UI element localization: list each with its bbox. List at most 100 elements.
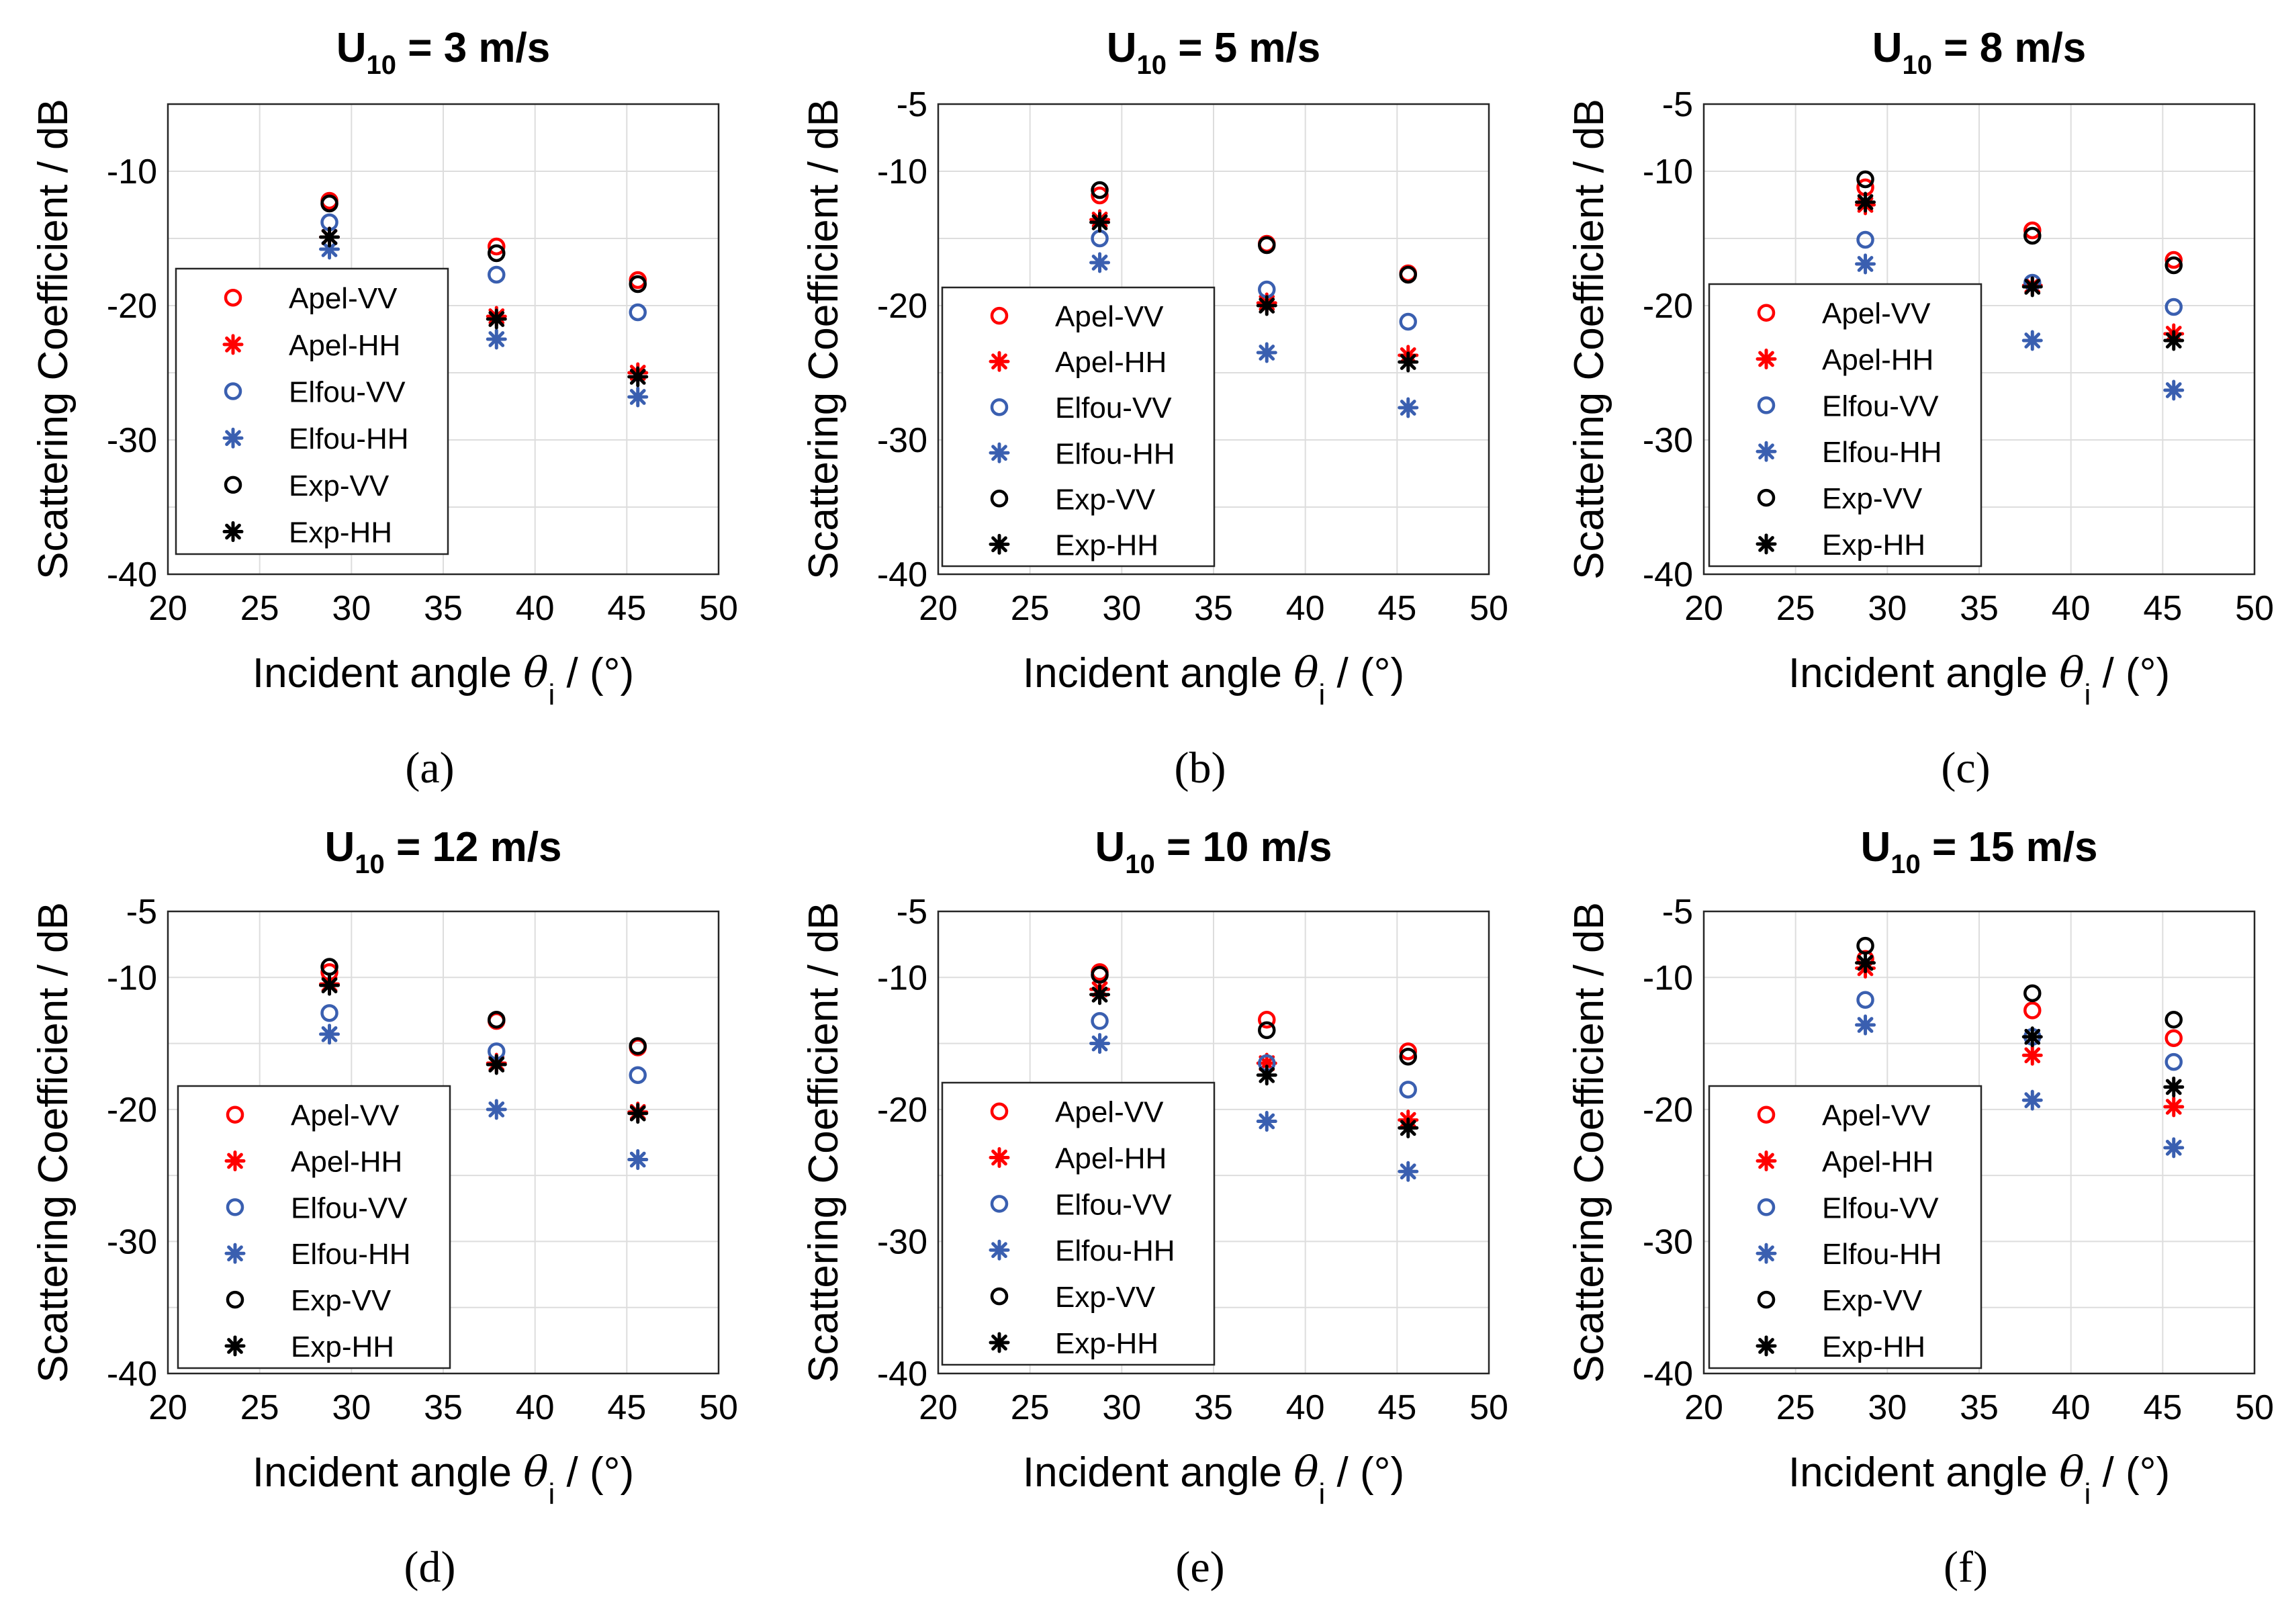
legend-label: Apel-VV (291, 1099, 400, 1132)
data-point-apel-vv (2023, 1001, 2042, 1020)
data-point-elfou-hh (627, 1149, 649, 1171)
x-tick-label: 25 (240, 1388, 279, 1427)
data-point-exp-vv (629, 1037, 647, 1055)
legend-marker-exp-hh (1756, 533, 1777, 555)
data-point-exp-hh (486, 1054, 507, 1075)
x-tick-label: 20 (1684, 589, 1723, 628)
legend-marker-elfou-vv (224, 382, 242, 400)
series-exp-vv (320, 958, 647, 1055)
y-tick-label: -40 (877, 555, 927, 594)
data-point-elfou-hh (2021, 330, 2043, 351)
x-tick-label: 40 (516, 1388, 555, 1427)
legend-label: Exp-VV (1055, 1281, 1156, 1314)
plot-frame (1702, 910, 2256, 1375)
legend-label: Apel-HH (1822, 1146, 1933, 1179)
x-tick-label: 50 (2235, 1388, 2274, 1427)
x-tick-label: 20 (919, 589, 958, 628)
series-exp-vv (320, 194, 647, 294)
data-point-apel-vv (1091, 186, 1109, 205)
x-tick-label: 40 (516, 589, 555, 628)
y-tick-label: -20 (877, 287, 927, 326)
panel-caption: (b) (1175, 743, 1226, 793)
series-exp-hh (1855, 191, 2185, 351)
legend-marker-elfou-hh (222, 427, 244, 449)
x-tick-label: 50 (1469, 589, 1508, 628)
legend-marker-elfou-vv (990, 1195, 1009, 1213)
legend-marker-apel-hh (989, 351, 1010, 372)
x-tick-label: 20 (1684, 1388, 1723, 1427)
data-point-exp-vv (2023, 226, 2042, 245)
data-point-elfou-hh (1089, 252, 1111, 273)
series-exp-vv (1856, 936, 2183, 1029)
data-point-elfou-vv (629, 303, 647, 322)
legend-marker-apel-hh (1756, 349, 1777, 370)
x-tick-label: 45 (2143, 589, 2182, 628)
data-point-exp-vv (629, 275, 647, 294)
series-elfou-hh (1855, 1014, 2185, 1159)
legend-marker-apel-vv (226, 1106, 244, 1124)
y-tick-label: -5 (1662, 85, 1693, 124)
data-point-elfou-hh (1256, 1111, 1277, 1132)
legend-marker-exp-hh (989, 1332, 1010, 1353)
x-tick-label: 30 (1868, 1388, 1907, 1427)
data-point-elfou-vv (1856, 991, 1874, 1009)
legend-marker-elfou-hh (989, 442, 1010, 463)
x-tick-label: 50 (2235, 589, 2274, 628)
series-elfou-hh (1089, 1033, 1419, 1182)
data-point-elfou-vv (629, 1066, 647, 1084)
y-tick-label: -30 (1643, 1222, 1693, 1261)
x-tick-label: 30 (1102, 589, 1141, 628)
y-tick-label: -40 (107, 555, 157, 594)
plot-frame (167, 103, 720, 576)
x-tick-label: 50 (699, 589, 738, 628)
legend-label: Apel-HH (1822, 344, 1933, 377)
legend-label: Exp-HH (1055, 529, 1158, 561)
panel-f: 20 25 30 35 40 45 50 -5 -10 -20 -30 -40 U10 = 15 m/s… (1566, 824, 2274, 1592)
x-tick-label: 45 (607, 589, 646, 628)
y-tick-label: -40 (107, 1355, 157, 1394)
legend-label: Elfou-HH (291, 1238, 411, 1271)
chart-title: U10 = 15 m/s (1861, 824, 2098, 879)
x-tick-label: 40 (2052, 1388, 2091, 1427)
x-tick-label: 35 (1194, 589, 1233, 628)
data-point-elfou-hh (1855, 1014, 1876, 1036)
data-point-elfou-hh (627, 386, 649, 408)
data-point-elfou-hh (1855, 253, 1876, 275)
legend-box (941, 286, 1216, 568)
data-point-elfou-hh (486, 1099, 507, 1120)
data-point-apel-vv (1399, 1042, 1417, 1061)
legend-label: Apel-VV (289, 282, 398, 315)
data-point-elfou-hh (319, 1024, 340, 1045)
legend-label: Apel-HH (291, 1146, 402, 1179)
y-axis-label: Scattering Coefficient / dB (1566, 902, 1612, 1383)
legend-label: Elfou-HH (1822, 1238, 1942, 1271)
data-point-exp-vv (2023, 984, 2042, 1003)
legend-label: Elfou-VV (1822, 390, 1939, 422)
panel-caption: (e) (1175, 1543, 1224, 1592)
legend-marker-apel-vv (1757, 304, 1776, 322)
data-point-elfou-hh (1398, 397, 1419, 418)
data-point-exp-hh (1256, 295, 1277, 316)
data-point-exp-hh (1089, 212, 1111, 233)
x-axis-label: Incident angle θi / (°) (253, 648, 634, 711)
data-point-exp-hh (486, 308, 507, 330)
legend-marker-apel-hh (224, 1151, 246, 1172)
legend-label: Apel-VV (1822, 1099, 1931, 1132)
chart-title: U10 = 12 m/s (325, 824, 562, 879)
data-point-elfou-vv (1856, 230, 1874, 249)
legend-label: Exp-HH (1822, 1330, 1925, 1363)
data-point-elfou-hh (486, 328, 507, 350)
series-elfou-hh (319, 1024, 649, 1171)
x-tick-label: 30 (1868, 589, 1907, 628)
panel-caption: (c) (1941, 743, 1990, 793)
legend-marker-elfou-vv (990, 398, 1009, 416)
series-exp-hh (319, 975, 649, 1124)
legend-label: Elfou-HH (1822, 436, 1942, 469)
x-tick-label: 45 (607, 1388, 646, 1427)
legend-marker-exp-hh (1756, 1335, 1777, 1357)
x-tick-label: 35 (1960, 1388, 1999, 1427)
legend-label: Exp-HH (289, 516, 392, 549)
y-axis-label: Scattering Coefficient / dB (1566, 99, 1612, 580)
legend-label: Apel-HH (1055, 1142, 1167, 1175)
legend-label: Elfou-VV (1055, 1188, 1172, 1221)
